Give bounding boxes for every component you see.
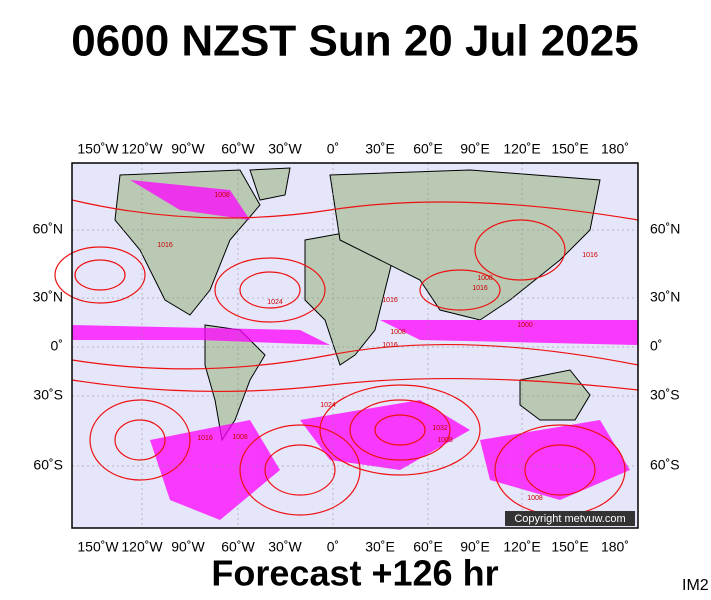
isobar-label: 1008: [232, 434, 248, 441]
isobar-label: 1008: [527, 495, 543, 502]
left-latitude-label: 60˚S: [33, 457, 63, 473]
isobar-label: 1008: [477, 275, 493, 282]
graticule: [72, 163, 638, 528]
copyright: Copyright metvuw.com: [514, 513, 625, 525]
top-longitude-label: 30˚W: [268, 141, 302, 157]
right-latitude-label: 30˚N: [650, 289, 680, 305]
right-latitude-label: 30˚S: [650, 387, 680, 403]
isobar-label: 1016: [157, 242, 173, 249]
bottom-longitude-label: 60˚E: [413, 539, 443, 555]
isobar-labels: 1008 1016 1024 1016 1008 1016 1008 1016 1024 1032…: [157, 192, 598, 502]
top-longitude-label: 120˚E: [503, 141, 540, 157]
bottom-longitude-label: 30˚E: [365, 539, 395, 555]
top-longitude-label: 120˚W: [121, 141, 163, 157]
top-longitude-label: 90˚W: [171, 141, 205, 157]
bottom-longitude-label: 120˚E: [503, 539, 540, 555]
isobar-label: 1016: [382, 297, 398, 304]
map-frame: [71, 162, 639, 529]
bottom-longitude-label: 180˚: [601, 539, 629, 555]
isobar-label: 1016: [382, 342, 398, 349]
top-longitude-label: 150˚W: [77, 141, 119, 157]
bottom-longitude-label: 90˚W: [171, 539, 205, 555]
map: 1008 1016 1024 1016 1008 1016 1008 1016 1024 1032…: [54, 162, 639, 529]
isobar-label: 1008: [390, 329, 406, 336]
top-longitude-label: 180˚: [601, 141, 629, 157]
bottom-longitude-label: 150˚W: [77, 539, 119, 555]
precipitation: [72, 180, 638, 520]
isobars: [54, 199, 639, 516]
isobar-label: 1016: [197, 435, 213, 442]
top-longitude-label: 90˚E: [460, 141, 490, 157]
bottom-longitude-label: 0˚: [327, 539, 339, 555]
isobar-label: 1008: [214, 192, 230, 199]
isobar-label: 1016: [472, 285, 488, 292]
top-longitude-label: 60˚W: [221, 141, 255, 157]
isobar-label: 1024: [320, 402, 336, 409]
bottom-longitude-label: 30˚W: [268, 539, 302, 555]
bottom-longitude-label: 90˚E: [460, 539, 490, 555]
isobar-label: 1032: [432, 425, 448, 432]
image-id: IM2: [682, 577, 709, 594]
top-longitude-label: 30˚E: [365, 141, 395, 157]
top-longitude-label: 60˚E: [413, 141, 443, 157]
bottom-longitude-label: 60˚W: [221, 539, 255, 555]
top-longitude-label: 0˚: [327, 141, 339, 157]
left-latitude-label: 60˚N: [33, 221, 63, 237]
right-latitude-label: 0˚: [650, 338, 662, 354]
isobar-label: 1008: [437, 437, 453, 444]
copyright-box: [505, 511, 635, 526]
isobar-label: 1016: [582, 252, 598, 259]
right-latitude-label: 60˚S: [650, 457, 680, 473]
right-latitude-label: 60˚N: [650, 221, 680, 237]
land: [114, 167, 601, 442]
forecast-footer: Forecast +126 hr: [211, 553, 498, 594]
bottom-longitude-label: 150˚E: [551, 539, 588, 555]
left-latitude-label: 0˚: [51, 338, 63, 354]
isobar-label: 1024: [267, 299, 283, 306]
left-latitude-label: 30˚S: [33, 387, 63, 403]
left-latitude-label: 30˚N: [33, 289, 63, 305]
isobar-label: 1000: [517, 322, 533, 329]
top-longitude-label: 150˚E: [551, 141, 588, 157]
bottom-longitude-label: 120˚W: [121, 539, 163, 555]
title: 0600 NZST Sun 20 Jul 2025: [71, 17, 638, 66]
